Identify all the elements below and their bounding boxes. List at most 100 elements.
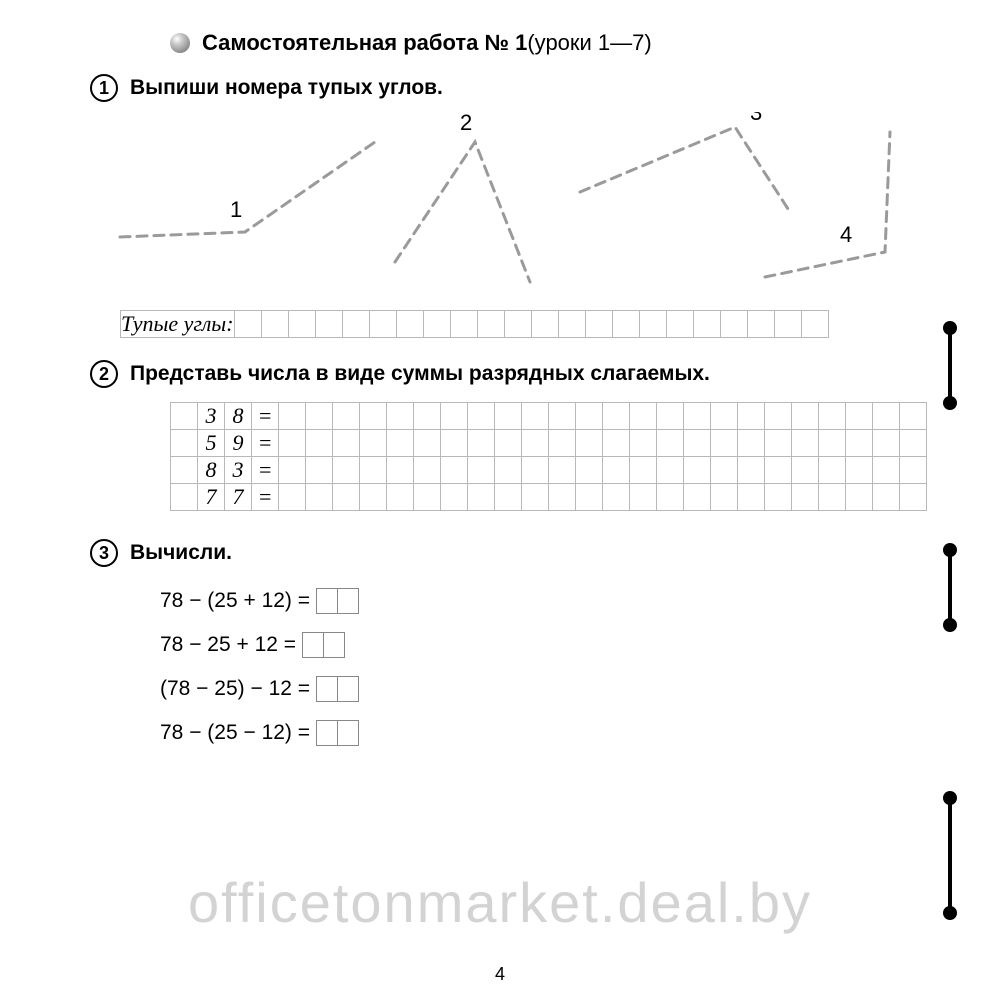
grid-cell[interactable] <box>873 457 900 484</box>
grid-cell[interactable] <box>315 311 342 338</box>
grid-cell[interactable] <box>711 403 738 430</box>
grid-cell[interactable] <box>414 484 441 511</box>
grid-cell[interactable] <box>306 484 333 511</box>
grid-cell[interactable] <box>684 484 711 511</box>
grid-cell[interactable] <box>693 311 720 338</box>
grid-cell[interactable] <box>333 457 360 484</box>
grid-cell[interactable] <box>468 403 495 430</box>
grid-cell[interactable] <box>711 430 738 457</box>
grid-cell[interactable] <box>873 403 900 430</box>
grid-cell[interactable] <box>765 484 792 511</box>
grid-cell[interactable] <box>441 457 468 484</box>
grid-cell[interactable] <box>819 484 846 511</box>
grid-cell[interactable] <box>846 457 873 484</box>
grid-cell[interactable] <box>900 484 927 511</box>
grid-cell[interactable] <box>900 403 927 430</box>
grid-cell[interactable] <box>279 403 306 430</box>
grid-cell[interactable] <box>306 430 333 457</box>
grid-cell[interactable] <box>234 311 261 338</box>
grid-cell[interactable] <box>873 430 900 457</box>
grid-cell[interactable] <box>657 403 684 430</box>
grid-cell[interactable] <box>387 457 414 484</box>
grid-cell[interactable] <box>387 484 414 511</box>
grid-cell[interactable] <box>765 430 792 457</box>
grid-cell[interactable] <box>603 403 630 430</box>
grid-cell[interactable] <box>171 430 198 457</box>
grid-cell[interactable] <box>549 484 576 511</box>
grid-cell[interactable] <box>441 430 468 457</box>
grid-cell[interactable] <box>423 311 450 338</box>
grid-cell[interactable] <box>558 311 585 338</box>
grid-cell[interactable] <box>576 403 603 430</box>
grid-cell[interactable] <box>738 457 765 484</box>
grid-cell[interactable] <box>504 311 531 338</box>
grid-cell[interactable] <box>171 484 198 511</box>
answer-box[interactable] <box>302 632 345 658</box>
grid-cell[interactable] <box>522 484 549 511</box>
grid-cell[interactable] <box>342 311 369 338</box>
grid-cell[interactable] <box>846 484 873 511</box>
grid-cell[interactable] <box>900 457 927 484</box>
grid-cell[interactable] <box>630 484 657 511</box>
grid-cell[interactable] <box>522 457 549 484</box>
grid-cell[interactable] <box>549 457 576 484</box>
grid-cell[interactable] <box>819 457 846 484</box>
answer-cell[interactable] <box>316 588 338 614</box>
grid-cell[interactable] <box>279 484 306 511</box>
grid-cell[interactable] <box>684 403 711 430</box>
grid-cell[interactable] <box>657 457 684 484</box>
grid-cell[interactable] <box>792 430 819 457</box>
grid-cell[interactable] <box>414 403 441 430</box>
grid-cell[interactable] <box>495 457 522 484</box>
grid-cell[interactable] <box>720 311 747 338</box>
grid-cell[interactable] <box>441 484 468 511</box>
grid-cell[interactable] <box>819 403 846 430</box>
answer-cell[interactable] <box>337 588 359 614</box>
grid-cell[interactable] <box>495 430 522 457</box>
grid-cell[interactable] <box>333 403 360 430</box>
grid-cell[interactable] <box>441 403 468 430</box>
grid-cell[interactable] <box>360 484 387 511</box>
grid-cell[interactable] <box>747 311 774 338</box>
grid-cell[interactable] <box>576 457 603 484</box>
answer-cell[interactable] <box>316 720 338 746</box>
grid-cell[interactable] <box>387 403 414 430</box>
grid-cell[interactable] <box>738 484 765 511</box>
grid-cell[interactable] <box>576 484 603 511</box>
grid-cell[interactable] <box>774 311 801 338</box>
grid-cell[interactable] <box>549 403 576 430</box>
grid-cell[interactable] <box>630 403 657 430</box>
grid-cell[interactable] <box>711 457 738 484</box>
grid-cell[interactable] <box>387 430 414 457</box>
grid-cell[interactable] <box>396 311 423 338</box>
grid-cell[interactable] <box>792 403 819 430</box>
grid-cell[interactable] <box>495 403 522 430</box>
grid-cell[interactable] <box>603 457 630 484</box>
grid-cell[interactable] <box>819 430 846 457</box>
answer-box[interactable] <box>316 588 359 614</box>
grid-cell[interactable] <box>522 430 549 457</box>
answer-box[interactable] <box>316 676 359 702</box>
grid-cell[interactable] <box>288 311 315 338</box>
grid-cell[interactable] <box>657 484 684 511</box>
grid-cell[interactable] <box>414 457 441 484</box>
grid-cell[interactable] <box>171 457 198 484</box>
grid-cell[interactable] <box>450 311 477 338</box>
answer-cell[interactable] <box>323 632 345 658</box>
grid-cell[interactable] <box>612 311 639 338</box>
grid-cell[interactable] <box>666 311 693 338</box>
grid-cell[interactable] <box>603 484 630 511</box>
grid-cell[interactable] <box>279 430 306 457</box>
grid-cell[interactable] <box>360 457 387 484</box>
grid-cell[interactable] <box>846 430 873 457</box>
grid-cell[interactable] <box>306 403 333 430</box>
grid-cell[interactable] <box>279 457 306 484</box>
grid-cell[interactable] <box>873 484 900 511</box>
grid-cell[interactable] <box>468 457 495 484</box>
grid-cell[interactable] <box>333 430 360 457</box>
answer-cell[interactable] <box>316 676 338 702</box>
grid-cell[interactable] <box>360 403 387 430</box>
grid-cell[interactable] <box>765 457 792 484</box>
grid-cell[interactable] <box>792 457 819 484</box>
grid-cell[interactable] <box>900 430 927 457</box>
